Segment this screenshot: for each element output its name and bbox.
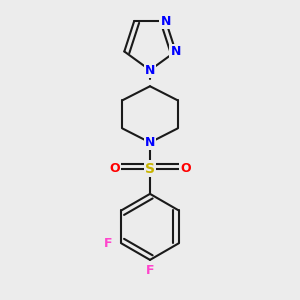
Text: N: N [170, 45, 181, 58]
Text: F: F [103, 237, 112, 250]
Text: N: N [145, 64, 155, 76]
Text: F: F [146, 264, 154, 278]
Text: N: N [161, 15, 171, 28]
Text: N: N [145, 136, 155, 149]
Text: S: S [145, 162, 155, 176]
Text: O: O [109, 162, 120, 175]
Text: O: O [180, 162, 191, 175]
